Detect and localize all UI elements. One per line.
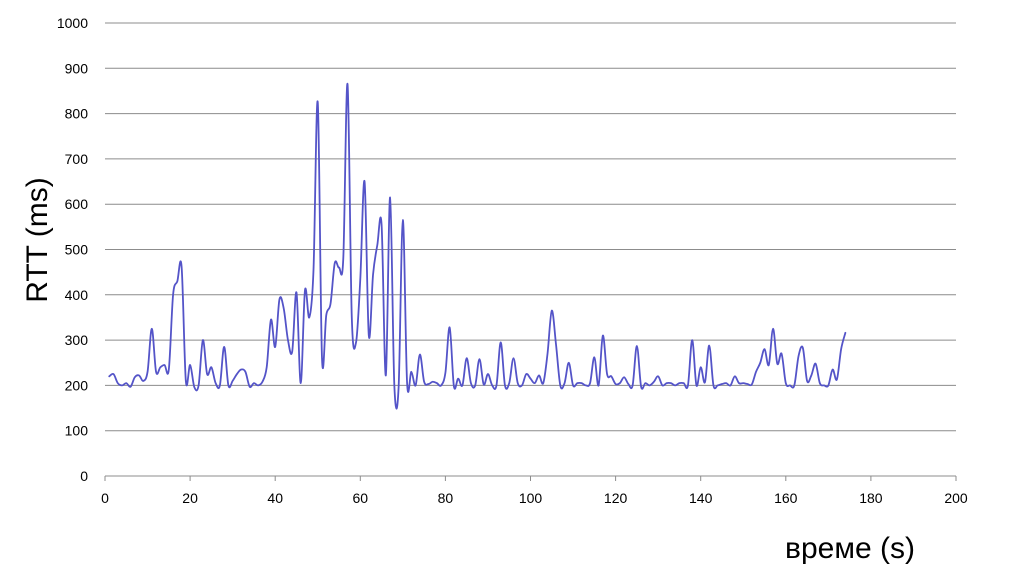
x-tick-label: 140	[689, 490, 713, 506]
x-tick-labels: 0 20 40 60 80 100 120 140 160 180 200	[101, 476, 968, 506]
series-layer	[108, 83, 847, 410]
y-tick-label: 1000	[57, 15, 88, 31]
x-tick-label: 120	[604, 490, 628, 506]
x-tick-label: 20	[182, 490, 198, 506]
x-tick-label: 180	[859, 490, 883, 506]
x-tick-label: 40	[267, 490, 283, 506]
y-tick-label: 500	[65, 242, 89, 258]
y-tick-label: 900	[65, 60, 89, 76]
y-tick-label: 400	[65, 287, 89, 303]
y-tick-label: 700	[65, 151, 89, 167]
x-tick-label: 80	[438, 490, 454, 506]
y-tick-labels: 0 100 200 300 400 500 600 700 800 900 1000	[57, 15, 88, 484]
x-tick-label: 60	[353, 490, 369, 506]
y-tick-label: 100	[65, 423, 89, 439]
x-axis-title: време (s)	[785, 532, 915, 565]
gridlines	[105, 22, 956, 432]
rtt-series-line	[108, 83, 847, 410]
y-tick-label: 200	[65, 377, 89, 393]
x-tick-label: 0	[101, 490, 109, 506]
x-tick-label: 200	[944, 490, 968, 506]
x-tick-label: 160	[774, 490, 798, 506]
y-axis-title: RTT (ms)	[21, 177, 54, 303]
y-tick-label: 300	[65, 332, 89, 348]
y-tick-label: 600	[65, 196, 89, 212]
y-tick-label: 0	[80, 468, 88, 484]
x-tick-label: 100	[519, 490, 543, 506]
y-tick-label: 800	[65, 106, 89, 122]
